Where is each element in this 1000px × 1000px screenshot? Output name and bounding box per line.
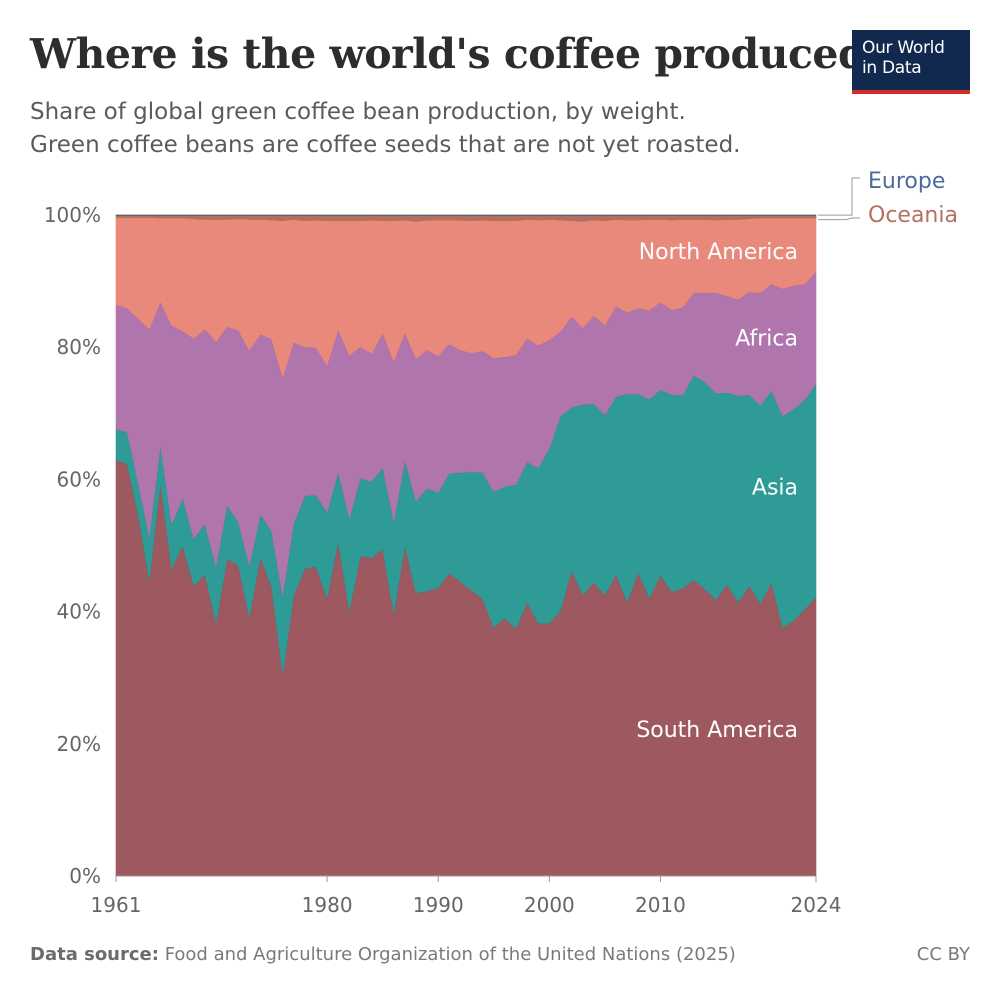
legend-connector-oceania <box>818 217 860 221</box>
data-source-text[interactable]: Food and Agriculture Organization of the… <box>164 944 736 965</box>
chart-subtitle: Share of global green coffee bean produc… <box>30 96 740 162</box>
data-source: Data source: Food and Agriculture Organi… <box>30 944 736 965</box>
legend-connector-europe <box>818 177 860 216</box>
logo-line-1: Our World <box>862 38 945 58</box>
y-tick-label: 20% <box>57 732 101 756</box>
y-tick-label: 80% <box>57 335 101 359</box>
x-tick-label: 2000 <box>524 893 575 917</box>
y-tick-label: 60% <box>57 467 101 491</box>
x-tick-label: 2010 <box>635 893 686 917</box>
subtitle-line-1: Share of global green coffee bean produc… <box>30 99 686 125</box>
license-link[interactable]: CC BY <box>916 944 970 965</box>
x-tick-label: 1961 <box>91 893 142 917</box>
logo-line-2: in Data <box>862 58 922 78</box>
axes: 0% 20% 40% 60% 80% 100% 1961 1980 1990 2000 2010 20… <box>44 203 842 917</box>
subtitle-line-2: Green coffee beans are coffee seeds that… <box>30 132 741 158</box>
y-tick-label: 100% <box>44 203 101 227</box>
legend-oceania[interactable]: Oceania <box>868 203 958 228</box>
owid-logo[interactable]: Our World in Data <box>852 30 970 94</box>
label-north-america: North America <box>639 240 798 265</box>
label-south-america: South America <box>636 718 798 743</box>
label-africa: Africa <box>735 326 798 351</box>
y-tick-label: 40% <box>57 600 101 624</box>
x-tick-label: 1990 <box>413 893 464 917</box>
x-tick-label: 2024 <box>791 893 842 917</box>
chart-title: Where is the world's coffee produced? <box>30 30 890 78</box>
data-source-label: Data source: <box>30 944 159 965</box>
y-tick-label: 0% <box>69 864 101 888</box>
legend-europe[interactable]: Europe <box>868 169 945 194</box>
x-tick-label: 1980 <box>302 893 353 917</box>
label-asia: Asia <box>752 475 798 500</box>
series-labels: North America Africa Asia South America Euro… <box>636 169 958 743</box>
area-series-group[interactable] <box>115 214 817 877</box>
